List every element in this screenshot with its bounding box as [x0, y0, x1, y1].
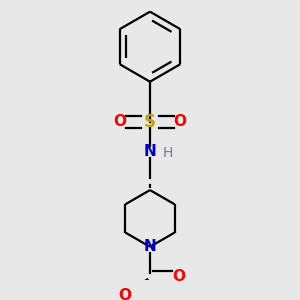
Text: H: H — [162, 146, 172, 160]
Text: S: S — [144, 113, 156, 131]
Text: O: O — [172, 269, 185, 284]
Text: N: N — [144, 144, 156, 159]
Text: O: O — [173, 114, 187, 129]
Text: O: O — [118, 288, 131, 300]
Text: O: O — [113, 114, 127, 129]
Text: N: N — [144, 239, 156, 254]
